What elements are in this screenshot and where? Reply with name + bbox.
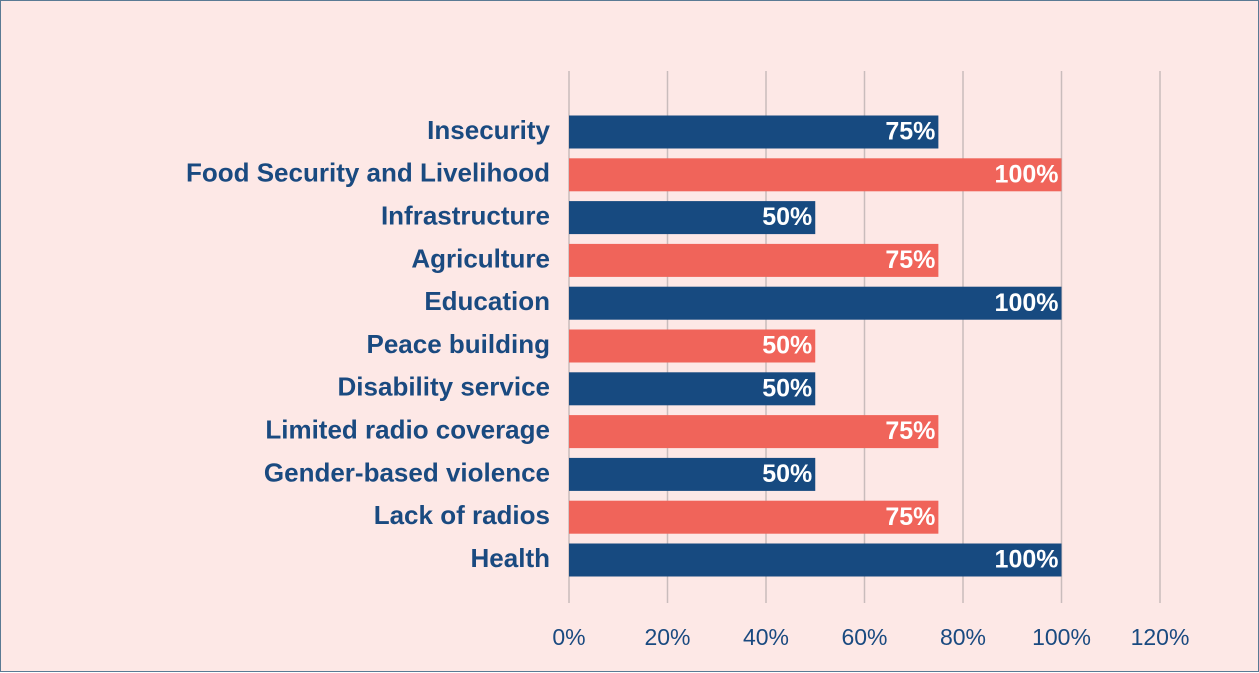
value-label: 50% xyxy=(762,203,812,231)
value-labels: 75% 100% 50% 75% 100% 50% 50% 75% 50% 75% 100% xyxy=(762,118,1058,574)
category-label: Peace building xyxy=(367,329,551,359)
value-label: 75% xyxy=(885,246,935,274)
bar xyxy=(569,500,939,534)
category-label: Insecurity xyxy=(427,115,550,145)
bar xyxy=(569,115,939,149)
category-label: Gender-based violence xyxy=(264,457,550,487)
value-label: 100% xyxy=(995,160,1059,188)
category-label: Infrastructure xyxy=(381,200,550,230)
category-label: Education xyxy=(424,286,550,316)
category-labels: Insecurity Food Security and Livelihood In… xyxy=(186,115,551,573)
category-label: Food Security and Livelihood xyxy=(186,158,550,188)
bar xyxy=(569,201,816,235)
value-label: 75% xyxy=(885,118,935,146)
category-label: Disability service xyxy=(338,372,550,402)
value-label: 50% xyxy=(762,332,812,360)
value-label: 100% xyxy=(995,289,1059,317)
x-axis-tick-labels: 0% 20% 40% 60% 80% 100% 120% xyxy=(552,624,1189,650)
category-label: Agriculture xyxy=(411,243,550,273)
value-label: 100% xyxy=(995,546,1059,574)
bars xyxy=(569,115,1062,577)
x-tick-label: 40% xyxy=(743,624,789,650)
bar xyxy=(569,243,939,277)
bar xyxy=(569,286,1062,320)
x-tick-label: 60% xyxy=(841,624,887,650)
bar xyxy=(569,415,939,449)
bar xyxy=(569,158,1062,192)
category-label: Lack of radios xyxy=(374,500,550,530)
value-label: 75% xyxy=(885,503,935,531)
x-tick-label: 20% xyxy=(644,624,690,650)
x-tick-label: 120% xyxy=(1131,624,1190,650)
value-label: 50% xyxy=(762,460,812,488)
bar xyxy=(569,457,816,491)
x-tick-label: 100% xyxy=(1032,624,1091,650)
value-label: 75% xyxy=(885,417,935,445)
x-tick-label: 80% xyxy=(940,624,986,650)
category-label: Health xyxy=(471,543,550,573)
bar xyxy=(569,329,816,363)
bar xyxy=(569,543,1062,577)
value-label: 50% xyxy=(762,374,812,402)
x-tick-label: 0% xyxy=(552,624,585,650)
category-label: Limited radio coverage xyxy=(265,414,550,444)
bar xyxy=(569,372,816,406)
